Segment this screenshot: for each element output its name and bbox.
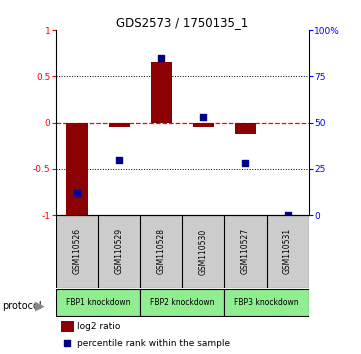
Bar: [235, 122, 256, 134]
FancyBboxPatch shape: [225, 289, 309, 316]
Point: [200, 114, 206, 120]
Point: [116, 157, 122, 162]
Text: GSM110530: GSM110530: [199, 228, 208, 274]
Text: GSM110531: GSM110531: [283, 228, 292, 274]
FancyBboxPatch shape: [56, 215, 309, 288]
Text: ▶: ▶: [35, 300, 45, 313]
Text: log2 ratio: log2 ratio: [77, 322, 121, 331]
Bar: [151, 62, 172, 122]
FancyBboxPatch shape: [56, 289, 140, 316]
Text: FBP2 knockdown: FBP2 knockdown: [150, 298, 214, 307]
Point: [285, 212, 291, 218]
FancyBboxPatch shape: [140, 289, 225, 316]
Text: FBP1 knockdown: FBP1 knockdown: [66, 298, 130, 307]
Point: [64, 340, 70, 346]
Bar: [109, 122, 130, 127]
Text: protocol: protocol: [2, 301, 42, 311]
Point: [74, 190, 80, 196]
Text: GSM110528: GSM110528: [157, 228, 166, 274]
Bar: [193, 122, 214, 127]
Text: GSM110529: GSM110529: [115, 228, 123, 274]
Bar: [61, 321, 74, 332]
Text: GSM110526: GSM110526: [73, 228, 82, 274]
Text: FBP3 knockdown: FBP3 knockdown: [234, 298, 299, 307]
Point: [158, 55, 164, 61]
Bar: [66, 122, 87, 215]
Point: [243, 160, 248, 166]
Text: GSM110527: GSM110527: [241, 228, 250, 274]
Title: GDS2573 / 1750135_1: GDS2573 / 1750135_1: [116, 16, 248, 29]
Text: percentile rank within the sample: percentile rank within the sample: [77, 338, 231, 348]
